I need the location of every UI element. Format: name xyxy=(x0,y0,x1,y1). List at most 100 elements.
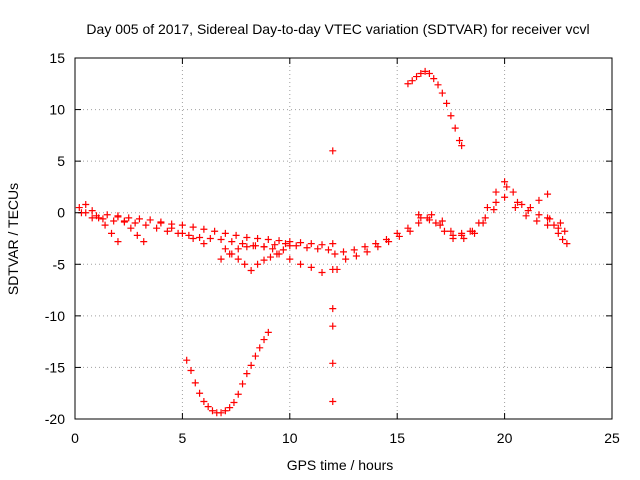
data-point xyxy=(438,89,446,97)
x-tick-label: 5 xyxy=(179,430,187,446)
data-point xyxy=(544,190,552,198)
series-arc-upper-right xyxy=(404,67,466,150)
data-point xyxy=(329,147,337,155)
data-point xyxy=(241,260,249,268)
data-point xyxy=(178,221,186,229)
data-point xyxy=(544,221,552,229)
data-point xyxy=(559,236,567,244)
data-point xyxy=(189,223,197,231)
series-arc-dip-late xyxy=(275,250,337,277)
data-point xyxy=(434,81,442,89)
series-arc-short-2 xyxy=(114,212,148,246)
x-tick-label: 10 xyxy=(282,430,298,446)
data-point xyxy=(131,219,139,227)
series-arc-main-a xyxy=(75,204,337,249)
data-point xyxy=(471,229,479,237)
data-point xyxy=(385,238,393,246)
data-point xyxy=(221,229,229,237)
data-point xyxy=(329,305,337,313)
data-point xyxy=(329,359,337,367)
data-point xyxy=(415,211,423,219)
series-arc-right-b xyxy=(333,183,564,273)
data-point xyxy=(226,404,234,412)
data-point xyxy=(217,409,225,417)
data-point xyxy=(535,211,543,219)
data-point xyxy=(75,204,83,212)
data-point xyxy=(226,250,234,258)
data-point xyxy=(234,255,242,263)
data-point xyxy=(415,219,423,227)
data-point xyxy=(425,69,433,77)
y-tick-label: -20 xyxy=(45,411,65,427)
data-point xyxy=(443,99,451,107)
data-point xyxy=(297,239,305,247)
data-point xyxy=(331,250,339,258)
data-point xyxy=(421,67,429,75)
data-point xyxy=(133,231,141,239)
data-point xyxy=(204,403,212,411)
data-point xyxy=(544,214,552,222)
data-point xyxy=(501,193,509,201)
data-point xyxy=(183,356,191,364)
data-point xyxy=(363,248,371,256)
data-point xyxy=(88,207,96,215)
data-point xyxy=(432,219,440,227)
data-point xyxy=(221,407,229,415)
data-point xyxy=(307,263,315,271)
data-point xyxy=(318,269,326,277)
data-point xyxy=(247,266,255,274)
data-point xyxy=(187,367,195,375)
data-point xyxy=(251,352,259,360)
data-point xyxy=(103,211,111,219)
data-point xyxy=(526,204,534,212)
data-marks xyxy=(75,67,571,417)
data-point xyxy=(423,214,431,222)
series-arc-short-3 xyxy=(157,219,208,248)
series-arc-cross-1 xyxy=(217,242,277,263)
data-point xyxy=(256,344,264,352)
data-point xyxy=(535,196,543,204)
data-point xyxy=(221,245,229,253)
y-tick-label: 15 xyxy=(49,50,65,66)
chart-title: Day 005 of 2017, Sidereal Day-to-day VTE… xyxy=(86,21,589,37)
data-point xyxy=(243,233,251,241)
data-point xyxy=(561,227,569,235)
data-point xyxy=(232,231,240,239)
data-point xyxy=(271,241,279,249)
x-tick-label: 0 xyxy=(71,430,79,446)
data-point xyxy=(449,235,457,242)
data-point xyxy=(163,227,171,235)
data-point xyxy=(264,328,272,336)
series-arc-lower-left xyxy=(183,328,272,417)
data-point xyxy=(511,204,519,212)
data-point xyxy=(239,380,247,388)
series-arc-dip-mid xyxy=(221,242,294,274)
x-tick-label: 15 xyxy=(389,430,405,446)
data-point xyxy=(230,398,238,406)
data-point xyxy=(82,200,90,208)
data-point xyxy=(125,214,133,222)
data-point xyxy=(428,211,436,219)
data-point xyxy=(120,217,128,225)
data-point xyxy=(318,241,326,249)
data-point xyxy=(492,198,500,206)
data-point xyxy=(417,69,425,77)
data-point xyxy=(314,245,322,253)
data-point xyxy=(455,137,463,145)
data-point xyxy=(297,260,305,268)
data-point xyxy=(254,235,262,242)
data-point xyxy=(447,227,455,235)
y-tick-label: -5 xyxy=(53,256,66,272)
data-point xyxy=(286,255,294,263)
data-point xyxy=(140,238,148,246)
data-point xyxy=(260,243,268,251)
data-point xyxy=(501,178,509,186)
data-point xyxy=(492,188,500,196)
data-point xyxy=(135,215,143,223)
data-point xyxy=(95,214,103,222)
data-point xyxy=(264,236,272,244)
data-point xyxy=(200,397,208,405)
data-point xyxy=(110,217,118,225)
y-tick-label: 0 xyxy=(57,205,65,221)
data-point xyxy=(127,224,135,232)
